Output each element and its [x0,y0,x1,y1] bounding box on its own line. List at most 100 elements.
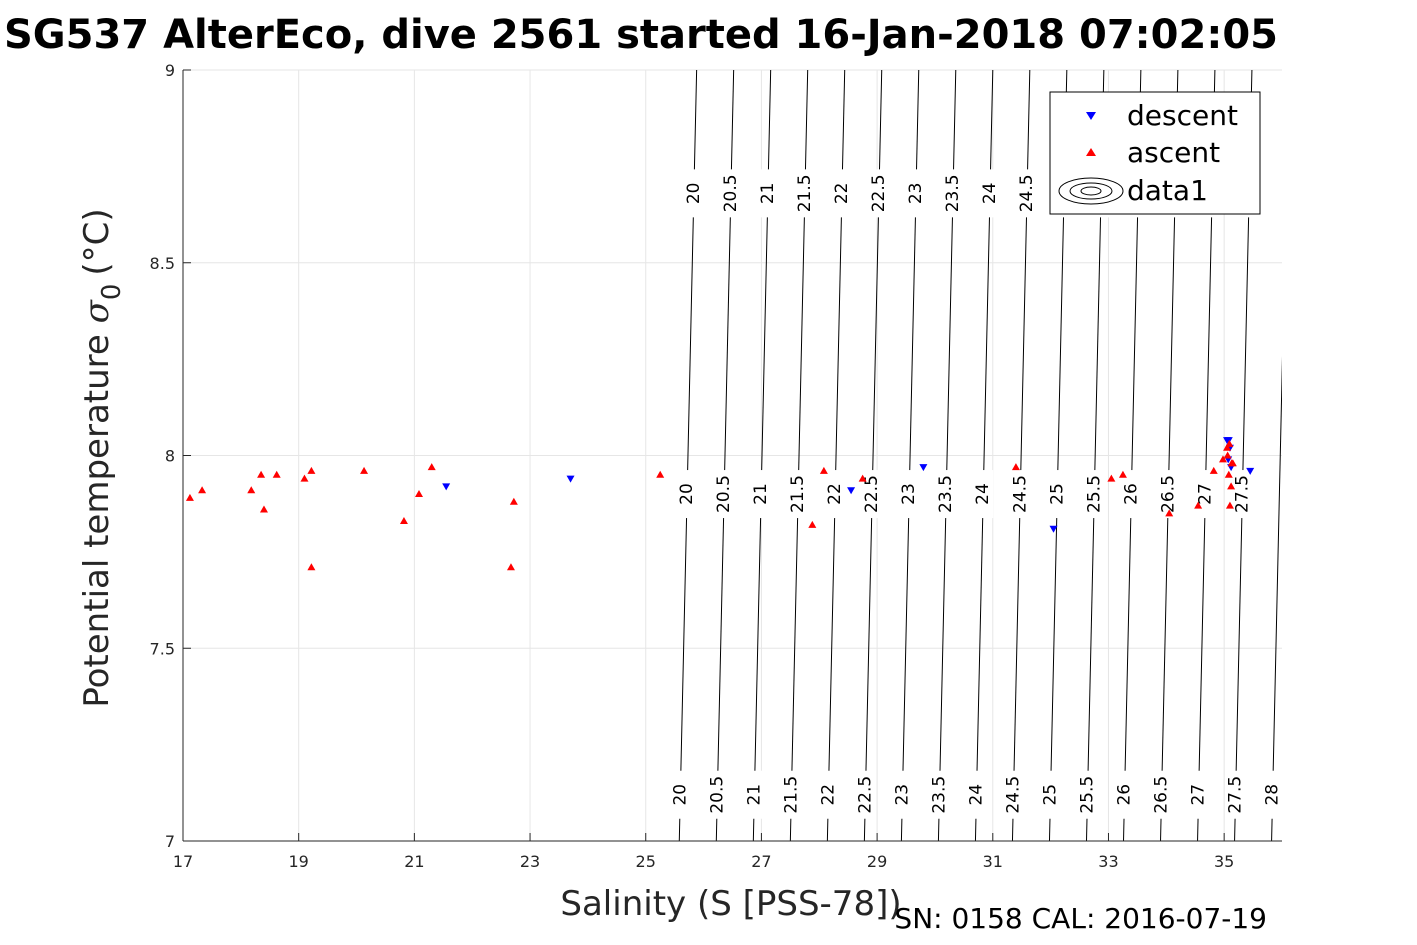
contour-label: 23.5 [936,475,956,513]
ascent-point [1223,451,1232,459]
x-tick-label: 29 [867,852,887,871]
contour-label-bg [1188,770,1209,819]
x-axis-label: Salinity (S [PSS-78]) [560,884,901,924]
ascent-point [1223,443,1232,451]
contour-label-bg [794,169,815,218]
contour-label-bg [1232,470,1253,519]
ascent-point [1194,501,1203,509]
ascent-point [307,466,316,474]
contour-label-bg [855,770,876,819]
descent-point [1246,467,1255,475]
ascent-point [198,486,207,494]
legend-descent-label: descent [1127,99,1238,132]
contour-label: 20.5 [721,174,741,212]
contour-label: 25.5 [1078,776,1098,814]
x-tick-label: 27 [751,852,771,871]
contour-label-bg [929,770,950,819]
ascent-point [1225,501,1234,509]
x-tick-label: 21 [404,852,424,871]
legend-contour-label: data1 [1127,174,1208,207]
contour-label-bg [751,470,772,519]
ascent-point [1224,470,1233,478]
contour-label-bg [1225,770,1246,819]
contour-label-bg [942,169,963,218]
contour-label-bg [1047,470,1068,519]
contour-label: 20 [677,483,697,505]
contour-label-bg [831,169,852,218]
contour-label: 27 [1195,483,1215,505]
contour-label-bg [670,770,691,819]
contour-labels: 20 20 20 20.5 20.5 20.5 21 21 21 21.5 21.5 21.5 22 22… [670,169,1283,819]
ascent-point [259,505,268,513]
contour-label: 24.5 [1003,776,1023,814]
x-tick-label: 19 [289,852,309,871]
contour-label-bg [683,169,704,218]
contour-label-bg [788,470,809,519]
ascent-point [185,493,194,501]
y-tick-label: 8.5 [150,254,175,273]
descent-point [1049,525,1058,533]
contour-label-bg [1262,770,1283,819]
contour-label: 23 [906,183,926,205]
y-tick-label: 7.5 [150,639,175,658]
contour-label: 26.5 [1152,776,1172,814]
contour-label: 21.5 [795,174,815,212]
contour-label: 27 [1189,784,1209,806]
contour-label: 24 [980,183,1000,205]
axes [182,69,1282,842]
contour-label-bg [973,470,994,519]
contour-label: 20 [670,784,690,806]
x-tick-label: 17 [173,852,193,871]
y-axis-label-subscript: 0 [97,284,127,301]
contour-label-bg [1121,470,1142,519]
contour-label: 25 [1041,784,1061,806]
legend-ascent-marker [1086,148,1096,156]
contour-label: 21 [744,784,764,806]
contour-label-bg [825,470,846,519]
contour-label: 23 [899,483,919,505]
ascent-point [427,463,436,471]
y-tick-labels: 7 7.5 8 8.5 9 [150,61,175,851]
contour-label-bg [1151,770,1172,819]
x-tick-label: 25 [636,852,656,871]
ascent-series [185,439,1237,571]
ascent-point [1227,459,1236,467]
contour-label-bg [757,169,778,218]
contour-label: 20.5 [714,475,734,513]
contour-line [1271,356,1282,841]
ascent-point [1165,509,1174,517]
contour-label: 24 [973,483,993,505]
ascent-point [506,563,515,571]
contour-label: 23 [892,784,912,806]
contour-label-bg [980,169,1001,218]
ascent-point [247,486,256,494]
chart-title: SG537 AlterEco, dive 2561 started 16-Jan… [4,12,1278,58]
ascent-point [300,474,309,482]
contour-label-bg [781,770,802,819]
descent-point [847,487,856,495]
contour-label: 25.5 [1084,475,1104,513]
y-tick-label: 7 [165,832,175,851]
contour-label: 23.5 [943,174,963,212]
contour-label: 21.5 [781,776,801,814]
contour-label: 22.5 [855,776,875,814]
contour-label: 28 [1263,784,1283,806]
contour-label-bg [1010,470,1031,519]
contour-label: 21 [751,483,771,505]
contour-label-bg [892,770,913,819]
y-axis-label-unit: (°C) [77,208,117,275]
y-tick-label: 9 [165,61,175,80]
ascent-point [808,520,817,528]
contour-label-bg [1114,770,1135,819]
descent-point [566,475,575,483]
descent-point [442,483,451,491]
ascent-point [1209,466,1218,474]
y-axis-label: Potential temperature σ0 (°C) [77,208,127,707]
ascent-point [858,474,867,482]
contour-label: 22 [825,483,845,505]
x-tick-label: 31 [983,852,1003,871]
x-tick-label: 33 [1098,852,1118,871]
contour-label-bg [714,470,735,519]
contour-label-bg [966,770,987,819]
contour-label-bg [1077,770,1098,819]
